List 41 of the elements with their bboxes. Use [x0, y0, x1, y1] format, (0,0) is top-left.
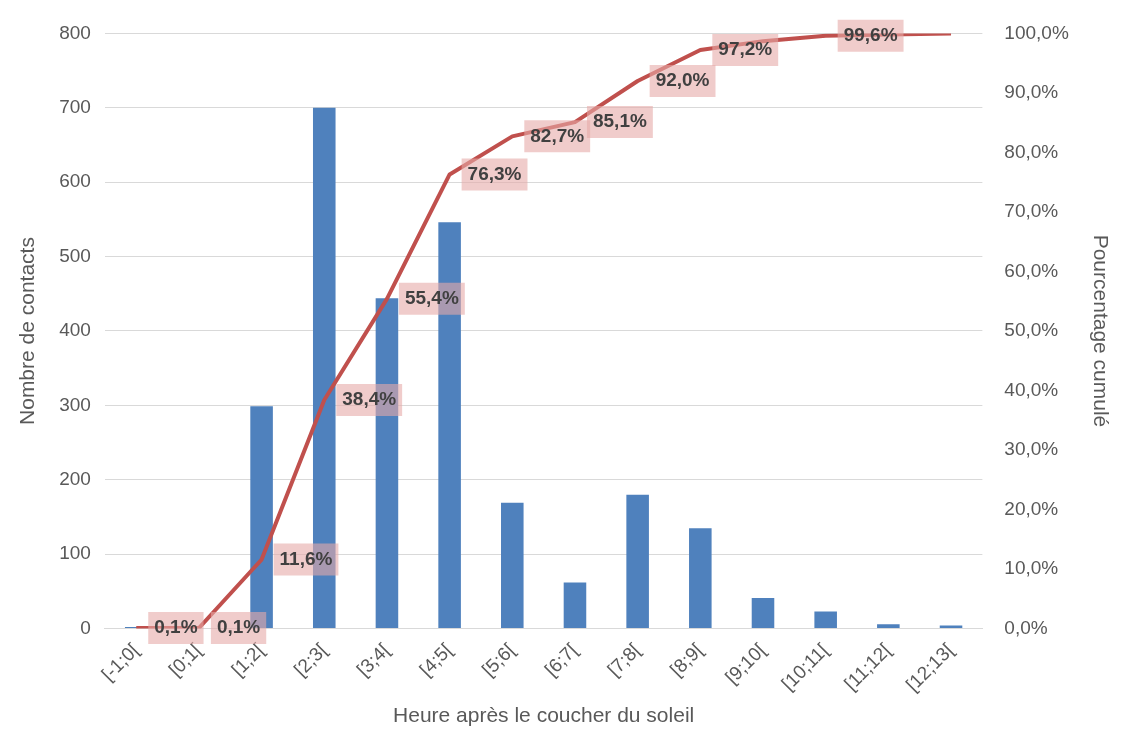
y2-tick-label: 70,0%	[1004, 200, 1059, 222]
y2-tick-label: 30,0%	[1004, 438, 1059, 460]
y2-tick-label: 10,0%	[1004, 557, 1059, 579]
data-label: 99,6%	[843, 24, 898, 46]
y2-tick-label: 80,0%	[1004, 140, 1059, 162]
y-tick-label: 300	[59, 393, 91, 415]
data-label: 38,4%	[342, 388, 397, 410]
y-tick-label: 500	[59, 244, 91, 266]
bar	[877, 624, 900, 629]
data-label: 11,6%	[279, 547, 333, 569]
y2-tick-label: 50,0%	[1004, 319, 1059, 341]
data-label: 0,1%	[154, 616, 198, 638]
bar	[689, 528, 712, 629]
bar	[626, 494, 649, 629]
data-label: 55,4%	[404, 287, 459, 309]
y2-tick-label: 40,0%	[1004, 378, 1059, 400]
data-label: 85,1%	[592, 110, 647, 132]
y-tick-label: 0	[80, 616, 91, 638]
bar	[814, 611, 837, 629]
data-label: 82,7%	[530, 124, 585, 146]
y2-tick-label: 100,0%	[1004, 21, 1069, 43]
x-axis-title: Heure après le coucher du soleil	[393, 703, 695, 727]
data-label: 0,1%	[216, 616, 261, 638]
bar	[751, 598, 775, 629]
y-axis-title: Nombre de contacts	[15, 237, 39, 425]
y-tick-label: 800	[59, 21, 91, 43]
bar	[501, 502, 524, 629]
data-label: 76,3%	[467, 162, 522, 184]
y2-tick-label: 0,0%	[1004, 616, 1048, 638]
data-label: 97,2%	[718, 38, 773, 60]
y-tick-label: 600	[59, 170, 91, 192]
y-tick-label: 100	[59, 542, 91, 564]
y2-tick-label: 60,0%	[1004, 259, 1059, 281]
y2-tick-label: 90,0%	[1004, 81, 1059, 103]
data-label: 92,0%	[655, 69, 710, 91]
bar	[563, 582, 587, 629]
y2-axis-title: Pourcentage cumulé	[1089, 234, 1113, 428]
y-tick-label: 200	[59, 468, 91, 490]
y2-tick-label: 20,0%	[1004, 497, 1059, 519]
y-tick-label: 700	[59, 96, 91, 118]
y-tick-label: 400	[59, 319, 91, 341]
